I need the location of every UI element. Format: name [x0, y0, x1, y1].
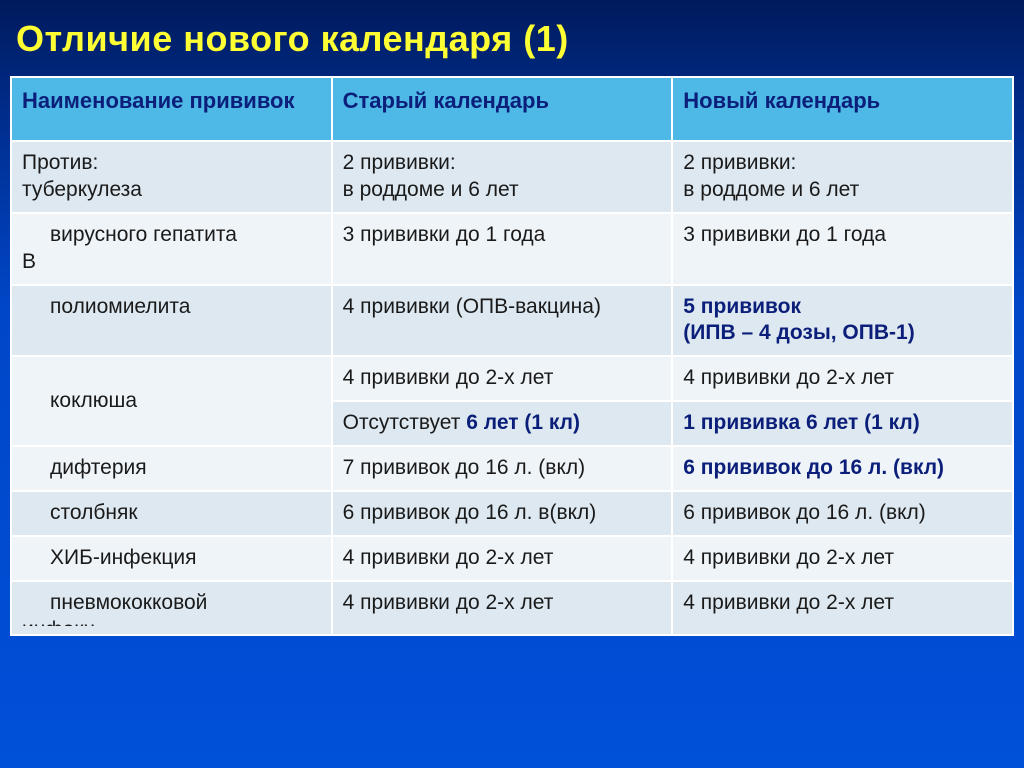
- cell-new: 6 прививок до 16 л. (вкл): [672, 491, 1013, 536]
- cell-name: столбняк: [11, 491, 332, 536]
- table-row: столбняк 6 прививок до 16 л. в(вкл) 6 пр…: [11, 491, 1013, 536]
- cell-new: 1 прививка 6 лет (1 кл): [672, 401, 1013, 446]
- cell-new: 4 прививки до 2-х лет: [672, 536, 1013, 581]
- table-row: пневмококковой инфекц. 4 прививки до 2-х…: [11, 581, 1013, 635]
- cell-name: полиомиелита: [11, 285, 332, 357]
- cell-old: 3 прививки до 1 года: [332, 213, 673, 285]
- table-row: полиомиелита 4 прививки (ОПВ-вакцина) 5 …: [11, 285, 1013, 357]
- cell-old: Отсутствует 6 лет (1 кл): [332, 401, 673, 446]
- cell-new: 5 прививок(ИПВ – 4 дозы, ОПВ-1): [672, 285, 1013, 357]
- col-header-new: Новый календарь: [672, 77, 1013, 141]
- slide-title: Отличие нового календаря (1): [16, 18, 1014, 60]
- cell-new: 4 прививки до 2-х лет: [672, 581, 1013, 635]
- cell-old: 4 прививки до 2-х лет: [332, 356, 673, 401]
- cell-name: пневмококковой инфекц.: [11, 581, 332, 635]
- cell-old: 4 прививки до 2-х лет: [332, 581, 673, 635]
- cell-old: 7 прививок до 16 л. (вкл): [332, 446, 673, 491]
- cell-new: 3 прививки до 1 года: [672, 213, 1013, 285]
- cell-name: ХИБ-инфекция: [11, 536, 332, 581]
- cell-new: 4 прививки до 2-х лет: [672, 356, 1013, 401]
- cell-new: 6 прививок до 16 л. (вкл): [672, 446, 1013, 491]
- table-header-row: Наименование прививок Старый календарь Н…: [11, 77, 1013, 141]
- cell-name: дифтерия: [11, 446, 332, 491]
- cell-name: вирусного гепатита В: [11, 213, 332, 285]
- col-header-name: Наименование прививок: [11, 77, 332, 141]
- table-row: коклюша 4 прививки до 2-х лет 4 прививки…: [11, 356, 1013, 401]
- cell-name: коклюша: [11, 356, 332, 446]
- table-row: дифтерия 7 прививок до 16 л. (вкл) 6 при…: [11, 446, 1013, 491]
- col-header-old: Старый календарь: [332, 77, 673, 141]
- cell-old: 4 прививки до 2-х лет: [332, 536, 673, 581]
- cell-old: 6 прививок до 16 л. в(вкл): [332, 491, 673, 536]
- table-row: Против: туберкулеза 2 прививки:в роддоме…: [11, 141, 1013, 213]
- cell-name: Против: туберкулеза: [11, 141, 332, 213]
- vaccination-comparison-table: Наименование прививок Старый календарь Н…: [10, 76, 1014, 636]
- cell-old: 2 прививки:в роддоме и 6 лет: [332, 141, 673, 213]
- cell-new: 2 прививки:в роддоме и 6 лет: [672, 141, 1013, 213]
- cell-old: 4 прививки (ОПВ-вакцина): [332, 285, 673, 357]
- table-row: вирусного гепатита В 3 прививки до 1 год…: [11, 213, 1013, 285]
- table-row: ХИБ-инфекция 4 прививки до 2-х лет 4 при…: [11, 536, 1013, 581]
